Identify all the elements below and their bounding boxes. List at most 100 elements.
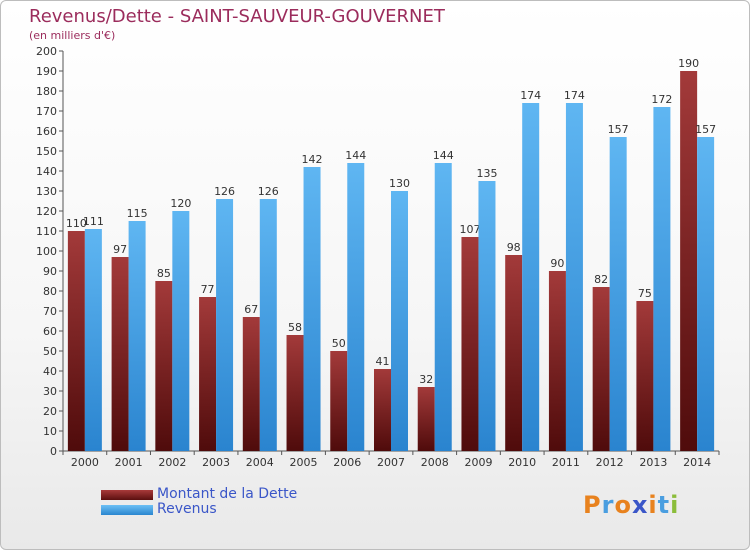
bar-dette (199, 297, 217, 451)
x-tick-label: 2001 (115, 456, 143, 469)
bar-dette (330, 351, 348, 451)
proxiti-logo: Proxiti (583, 491, 679, 519)
bar-dette (592, 287, 610, 451)
x-tick-label: 2000 (71, 456, 99, 469)
data-label-revenus: 126 (214, 185, 235, 198)
y-tick-label: 20 (43, 405, 57, 418)
bar-dette (636, 301, 654, 451)
data-label-revenus: 174 (520, 89, 541, 102)
data-label-revenus: 135 (476, 167, 497, 180)
legend-swatch-revenus (101, 505, 153, 515)
y-tick-label: 190 (36, 65, 57, 78)
data-label-dette: 90 (550, 257, 564, 270)
bar-revenus (565, 103, 583, 451)
data-label-dette: 190 (678, 57, 699, 70)
bar-revenus (84, 229, 102, 451)
data-label-revenus: 142 (302, 153, 323, 166)
data-label-revenus: 144 (345, 149, 366, 162)
data-label-dette: 50 (332, 337, 346, 350)
y-tick-label: 110 (36, 225, 57, 238)
data-label-dette: 98 (507, 241, 521, 254)
x-tick-label: 2003 (202, 456, 230, 469)
data-label-dette: 75 (638, 287, 652, 300)
bar-revenus (391, 191, 408, 451)
bar-revenus (653, 107, 671, 451)
data-label-revenus: 126 (258, 185, 279, 198)
logo-letter: i (670, 491, 680, 519)
y-tick-label: 160 (36, 125, 57, 138)
data-label-dette: 107 (459, 223, 480, 236)
y-tick-label: 180 (36, 85, 57, 98)
y-tick-label: 170 (36, 105, 57, 118)
y-tick-label: 10 (43, 425, 57, 438)
y-tick-label: 70 (43, 305, 57, 318)
x-tick-label: 2013 (639, 456, 667, 469)
data-label-revenus: 157 (695, 123, 716, 136)
data-label-dette: 82 (594, 273, 608, 286)
x-tick-label: 2011 (552, 456, 580, 469)
data-label-dette: 77 (201, 283, 215, 296)
y-tick-label: 80 (43, 285, 57, 298)
data-label-dette: 41 (376, 355, 390, 368)
y-tick-label: 130 (36, 185, 57, 198)
legend-label-dette: Montant de la Dette (157, 486, 298, 502)
legend-swatch-dette (101, 490, 153, 500)
data-label-revenus: 130 (389, 177, 410, 190)
data-label-revenus: 172 (651, 93, 672, 106)
data-label-dette: 97 (113, 243, 127, 256)
x-tick-label: 2008 (421, 456, 449, 469)
y-tick-label: 40 (43, 365, 57, 378)
data-label-revenus: 111 (83, 215, 104, 228)
data-label-revenus: 144 (433, 149, 454, 162)
y-tick-label: 150 (36, 145, 57, 158)
bar-dette (67, 231, 85, 451)
x-tick-label: 2010 (508, 456, 536, 469)
data-label-dette: 32 (419, 373, 433, 386)
y-tick-label: 140 (36, 165, 57, 178)
data-label-revenus: 174 (564, 89, 585, 102)
data-label-dette: 85 (157, 267, 171, 280)
bar-revenus (609, 137, 627, 451)
logo-letter: i (648, 491, 658, 519)
bar-revenus (478, 181, 496, 451)
y-tick-label: 0 (50, 445, 57, 458)
logo-letter: x (631, 491, 649, 519)
logo-letter: P (583, 491, 602, 519)
bar-dette (286, 335, 304, 451)
x-tick-label: 2007 (377, 456, 405, 469)
y-tick-label: 30 (43, 385, 57, 398)
bar-revenus (303, 167, 321, 451)
bar-dette (111, 257, 129, 451)
y-tick-label: 60 (43, 325, 57, 338)
x-tick-label: 2006 (333, 456, 361, 469)
bar-revenus (434, 163, 452, 451)
chart-title: Revenus/Dette - SAINT-SAUVEUR-GOUVERNET (29, 6, 445, 27)
bar-dette (680, 71, 698, 451)
y-tick-label: 50 (43, 345, 57, 358)
bar-dette (155, 281, 173, 451)
x-tick-label: 2014 (683, 456, 711, 469)
x-tick-label: 2005 (290, 456, 318, 469)
bar-dette (374, 369, 391, 451)
bar-revenus (697, 137, 715, 451)
chart-subtitle: (en milliers d'€) (29, 29, 116, 42)
bar-revenus (347, 163, 365, 451)
y-tick-label: 200 (36, 45, 57, 58)
data-label-revenus: 115 (127, 207, 148, 220)
bar-revenus (259, 199, 277, 451)
x-tick-label: 2002 (158, 456, 186, 469)
data-label-dette: 58 (288, 321, 302, 334)
logo-letter: o (614, 491, 632, 519)
bar-revenus (216, 199, 234, 451)
data-label-dette: 67 (244, 303, 258, 316)
bar-dette (242, 317, 260, 451)
bar-dette (505, 255, 523, 451)
y-tick-label: 120 (36, 205, 57, 218)
bar-revenus (128, 221, 146, 451)
y-tick-label: 90 (43, 265, 57, 278)
x-tick-label: 2012 (596, 456, 624, 469)
data-label-revenus: 157 (608, 123, 629, 136)
legend-label-revenus: Revenus (157, 501, 217, 517)
